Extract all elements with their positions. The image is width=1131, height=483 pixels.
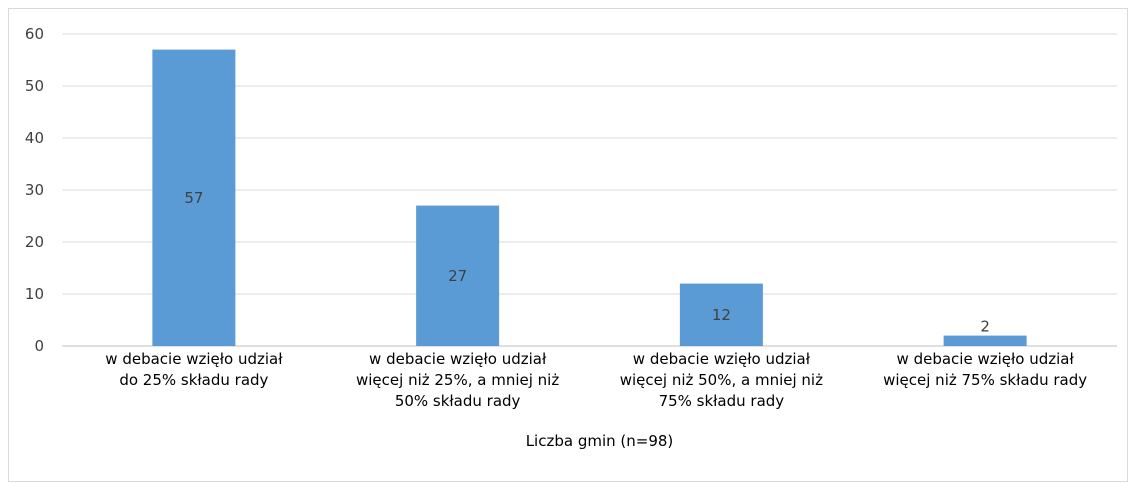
category-label: w debacie wzięło udział więcej niż 50%, a…: [620, 350, 823, 410]
y-tick-label: 60: [25, 25, 44, 43]
bar: [416, 205, 500, 346]
y-tick-label: 0: [34, 337, 44, 355]
data-label: 27: [448, 267, 467, 285]
bar: [943, 335, 1027, 346]
x-axis-title: Liczba gmin (n=98): [526, 432, 674, 450]
category-label: w debacie wzięło udział więcej niż 25%, a…: [356, 350, 559, 410]
bar: [679, 283, 763, 346]
y-axis-tick-labels: 0 10 20 30 40 50 60: [25, 25, 44, 355]
data-label: 12: [712, 306, 731, 324]
x-axis-category-labels: w debacie wzięło udział do 25% składu rad…: [105, 350, 1087, 410]
gridlines: [62, 33, 1117, 347]
bars: [152, 49, 1027, 346]
category-label: w debacie wzięło udział więcej niż 75% sk…: [883, 350, 1087, 389]
y-tick-label: 50: [25, 77, 44, 95]
y-tick-label: 10: [25, 285, 44, 303]
data-label: 2: [980, 318, 990, 336]
data-labels: 57 27 12 2: [184, 189, 990, 336]
y-tick-label: 30: [25, 181, 44, 199]
y-tick-label: 20: [25, 233, 44, 251]
data-label: 57: [184, 189, 203, 207]
bar: [152, 49, 236, 346]
category-label: w debacie wzięło udział do 25% składu rad…: [105, 350, 283, 389]
y-tick-label: 40: [25, 129, 44, 147]
